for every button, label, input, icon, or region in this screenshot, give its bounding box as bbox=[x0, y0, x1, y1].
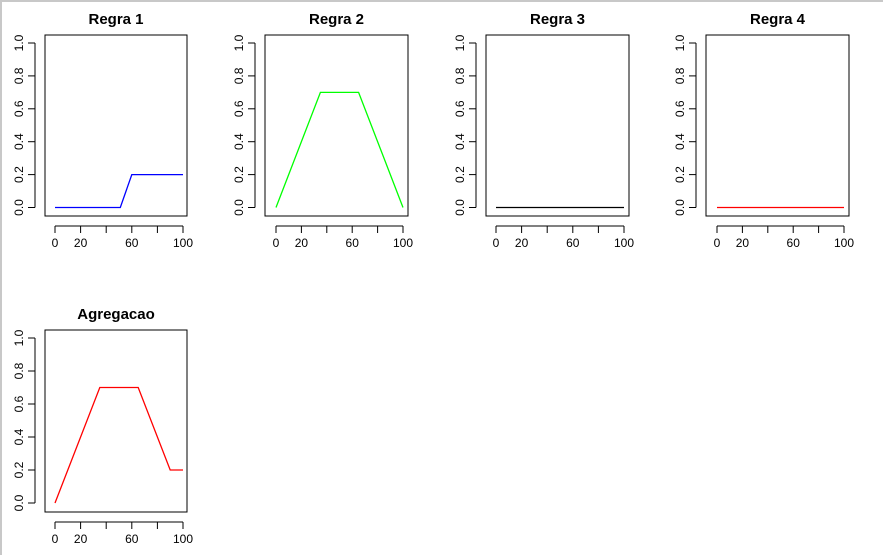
chart-panel-1: Regra 1 0 20 60 100 0.0 0.2 0.4 0.6 0.8 1.0 bbox=[12, 11, 193, 250]
x-tick-label: 0 bbox=[52, 236, 59, 250]
y-tick-label: 1.0 bbox=[673, 34, 687, 51]
window-left-border bbox=[0, 0, 2, 555]
x-tick-label: 0 bbox=[273, 236, 280, 250]
plot-frame bbox=[44, 329, 188, 513]
x-tick-label: 20 bbox=[74, 532, 88, 546]
y-tick-label: 0.6 bbox=[453, 100, 467, 117]
y-tick-label: 0.0 bbox=[453, 199, 467, 216]
series-line bbox=[275, 91, 404, 208]
y-tick-label: 1.0 bbox=[12, 34, 26, 51]
y-tick-label: 0.6 bbox=[673, 100, 687, 117]
x-tick-label: 60 bbox=[566, 236, 580, 250]
plot-frame bbox=[485, 34, 630, 217]
y-tick-label: 0.2 bbox=[12, 166, 26, 183]
y-tick-label: 0.2 bbox=[12, 461, 26, 478]
series-line bbox=[55, 173, 183, 209]
y-tick-label: 1.0 bbox=[453, 34, 467, 51]
y-tick-label: 0.0 bbox=[232, 199, 246, 216]
chart-title: Regra 4 bbox=[750, 11, 806, 28]
chart-title: Regra 3 bbox=[530, 11, 585, 28]
x-tick-label: 20 bbox=[295, 236, 309, 250]
y-tick-label: 0.2 bbox=[232, 166, 246, 183]
y-tick-label: 0.2 bbox=[673, 166, 687, 183]
x-tick-label: 60 bbox=[346, 236, 360, 250]
chart-title: Regra 2 bbox=[309, 11, 364, 28]
window-top-border bbox=[0, 0, 883, 2]
y-tick-label: 0.8 bbox=[673, 67, 687, 84]
x-tick-label: 20 bbox=[736, 236, 750, 250]
y-tick-label: 0.0 bbox=[673, 199, 687, 216]
y-tick-label: 0.8 bbox=[12, 362, 26, 379]
x-tick-label: 100 bbox=[834, 236, 854, 250]
y-tick-label: 0.0 bbox=[12, 494, 26, 511]
y-tick-label: 0.6 bbox=[12, 100, 26, 117]
series-line bbox=[54, 386, 183, 504]
x-tick-label: 60 bbox=[787, 236, 801, 250]
y-tick-label: 0.4 bbox=[232, 133, 246, 150]
plot-frame bbox=[705, 34, 850, 217]
x-tick-label: 100 bbox=[173, 236, 193, 250]
chart-title: Agregacao bbox=[77, 306, 155, 323]
y-tick-label: 0.6 bbox=[12, 395, 26, 412]
x-tick-label: 60 bbox=[125, 236, 139, 250]
y-tick-label: 1.0 bbox=[232, 34, 246, 51]
y-tick-label: 0.6 bbox=[232, 100, 246, 117]
y-tick-label: 0.8 bbox=[12, 67, 26, 84]
y-tick-label: 0.4 bbox=[453, 133, 467, 150]
y-tick-label: 0.0 bbox=[12, 199, 26, 216]
x-tick-label: 60 bbox=[125, 532, 139, 546]
y-tick-label: 1.0 bbox=[12, 329, 26, 346]
y-tick-label: 0.8 bbox=[232, 67, 246, 84]
chart-panel-3: Regra 3 0 20 60 100 0.0 0.2 0.4 0.6 0.8 1.0 bbox=[453, 11, 634, 250]
y-tick-label: 0.4 bbox=[12, 133, 26, 150]
chart-title: Regra 1 bbox=[88, 11, 143, 28]
y-tick-label: 0.4 bbox=[12, 428, 26, 445]
y-tick-label: 0.2 bbox=[453, 166, 467, 183]
y-tick-label: 0.4 bbox=[673, 133, 687, 150]
x-tick-label: 20 bbox=[515, 236, 529, 250]
y-tick-label: 0.8 bbox=[453, 67, 467, 84]
x-tick-label: 0 bbox=[493, 236, 500, 250]
x-tick-label: 0 bbox=[52, 532, 59, 546]
x-tick-label: 0 bbox=[714, 236, 721, 250]
plot-frame bbox=[264, 34, 409, 217]
chart-panel-5: Agregacao 0 20 60 100 0.0 0.2 0.4 0.6 0.8 1.0 bbox=[12, 306, 193, 546]
chart-panel-2: Regra 2 0 20 60 100 0.0 0.2 0.4 0.6 0.8 1.0 bbox=[232, 11, 413, 250]
plot-frame bbox=[44, 34, 188, 217]
x-tick-label: 100 bbox=[173, 532, 193, 546]
x-tick-label: 20 bbox=[74, 236, 88, 250]
x-tick-label: 100 bbox=[393, 236, 413, 250]
chart-panel-4: Regra 4 0 20 60 100 0.0 0.2 0.4 0.6 0.8 1.0 bbox=[673, 11, 854, 250]
x-tick-label: 100 bbox=[614, 236, 634, 250]
